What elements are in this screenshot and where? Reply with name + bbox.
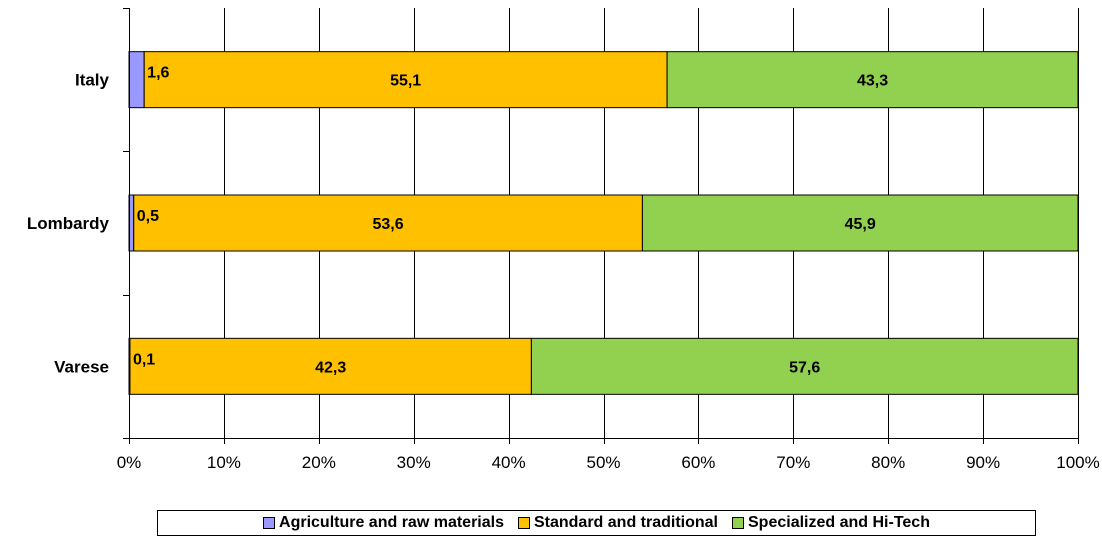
legend-swatch-specialized — [732, 517, 744, 529]
legend-item-standard: Standard and traditional — [517, 514, 718, 532]
data-label-varese-standard-and-traditional: 42,3 — [315, 359, 346, 376]
x-tick-label-9: 90% — [966, 453, 1000, 472]
bar-italy-specialized-and-hi-tech — [666, 51, 1079, 109]
data-label-lombardy-standard-and-traditional: 53,6 — [373, 216, 404, 233]
bar-lombardy-standard-and-traditional — [133, 194, 643, 252]
data-label-italy-specialized-and-hi-tech: 43,3 — [857, 73, 888, 90]
legend-label-specialized: Specialized and Hi-Tech — [748, 514, 930, 531]
x-tick-label-0: 0% — [117, 453, 142, 472]
x-tick-label-4: 40% — [492, 453, 526, 472]
data-label-italy-standard-and-traditional: 55,1 — [390, 73, 421, 90]
legend-label-standard: Standard and traditional — [533, 514, 718, 531]
bar-lombardy-specialized-and-hi-tech — [641, 194, 1079, 252]
axes — [123, 8, 1079, 444]
legend-swatch-standard — [517, 517, 530, 529]
x-tick-label-8: 80% — [871, 453, 905, 472]
legend-swatch-agriculture — [263, 517, 276, 529]
category-label-italy: Italy — [75, 71, 110, 90]
legend-label-agriculture: Agriculture and raw materials — [279, 514, 504, 531]
bar-varese-standard-and-traditional — [129, 337, 532, 395]
data-label-lombardy-agriculture-and-raw-materials: 0,5 — [137, 208, 159, 225]
category-label-varese: Varese — [54, 357, 109, 376]
bars — [128, 51, 1079, 395]
data-label-italy-agriculture-and-raw-materials: 1,6 — [147, 65, 169, 82]
labels: 0% 10% 20% 30% 40% 50% 60% 70% 80% 90% 100% Italy 1,… — [27, 65, 1100, 472]
legend-item-agriculture: Agriculture and raw materials — [263, 514, 504, 532]
x-tick-label-2: 20% — [302, 453, 336, 472]
data-label-varese-agriculture-and-raw-materials: 0,1 — [133, 351, 155, 368]
data-label-lombardy-specialized-and-hi-tech: 45,9 — [845, 216, 876, 233]
stacked-bar-chart: 0% 10% 20% 30% 40% 50% 60% 70% 80% 90% 100% Italy 1,… — [27, 8, 1100, 472]
x-tick-label-1: 10% — [207, 453, 241, 472]
legend: Agriculture and raw materials Standard a… — [157, 510, 1036, 536]
data-label-varese-specialized-and-hi-tech: 57,6 — [789, 359, 820, 376]
legend-item-specialized: Specialized and Hi-Tech — [732, 514, 930, 532]
bar-italy-agriculture-and-raw-materials — [128, 51, 145, 109]
x-tick-label-7: 70% — [776, 453, 810, 472]
category-label-lombardy: Lombardy — [27, 214, 110, 233]
x-tick-label-5: 50% — [586, 453, 620, 472]
x-tick-label-10: 100% — [1056, 453, 1099, 472]
x-tick-label-3: 30% — [397, 453, 431, 472]
bar-varese-specialized-and-hi-tech — [530, 337, 1079, 395]
x-tick-label-6: 60% — [681, 453, 715, 472]
